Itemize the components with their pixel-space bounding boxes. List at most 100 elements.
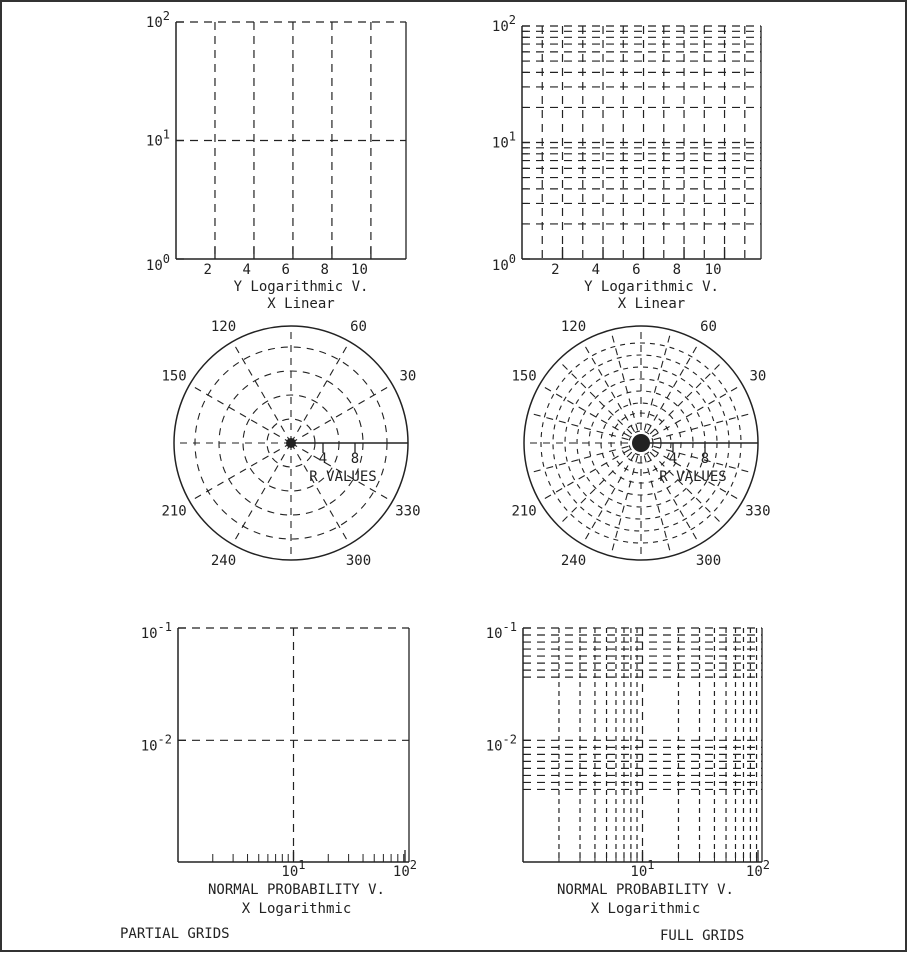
panel-polar-full: 30 60 120 150 210 240 300 330 4 8 R VALUES xyxy=(511,319,770,569)
footer-partial-grids: PARTIAL GRIDS xyxy=(120,926,230,942)
polar-spoke xyxy=(232,341,292,444)
x-tick-label: 10 xyxy=(705,262,722,278)
y-tick-label: 100 xyxy=(146,252,170,274)
polar-angle-label: 120 xyxy=(561,319,586,335)
y-tick-label-exponent: -1 xyxy=(503,620,517,634)
x-tick-label-exponent: 2 xyxy=(763,858,770,872)
polar-spoke xyxy=(527,442,642,474)
y-tick-label: 10-2 xyxy=(486,732,517,754)
polar-angle-label: 150 xyxy=(161,369,186,385)
x-tick-label-exponent: 1 xyxy=(647,858,654,872)
polar-r-axis-label: R VALUES xyxy=(659,469,726,485)
polar-spoke xyxy=(640,442,743,502)
y-tick-label-exponent: 2 xyxy=(509,13,516,27)
y-tick-label-exponent: -2 xyxy=(158,732,172,746)
polar-spoke xyxy=(640,442,700,545)
x-tick-label: 4 xyxy=(243,262,251,278)
polar-angle-label: 240 xyxy=(561,553,586,569)
polar-r-axis-label: R VALUES xyxy=(309,469,376,485)
polar-spoke xyxy=(640,384,743,444)
y-tick-label: 10-1 xyxy=(486,620,517,642)
polar-angle-label: 30 xyxy=(749,369,766,385)
polar-spoke xyxy=(557,359,642,444)
x-tick-label: 8 xyxy=(673,262,681,278)
polar-spoke xyxy=(189,384,292,444)
polar-spoke xyxy=(290,442,350,545)
x-tick-label: 8 xyxy=(320,262,328,278)
polar-angle-label: 60 xyxy=(350,319,367,335)
polar-angle-label: 30 xyxy=(399,369,416,385)
polar-spoke xyxy=(232,442,292,545)
x-tick-label-exponent: 1 xyxy=(298,858,305,872)
polar-spoke xyxy=(290,442,393,502)
polar-spoke xyxy=(640,442,755,474)
y-tick-label: 10-2 xyxy=(141,732,172,754)
polar-angle-label: 150 xyxy=(511,369,536,385)
chart-title-line-1: Y Logarithmic V. xyxy=(234,279,369,295)
polar-angle-label: 210 xyxy=(511,504,536,520)
polar-spoke xyxy=(582,442,642,545)
polar-r-label: 8 xyxy=(351,451,359,467)
polar-spoke xyxy=(640,442,672,557)
polar-angle-label: 300 xyxy=(346,553,371,569)
x-tick-label-exponent: 2 xyxy=(410,858,417,872)
polar-spoke xyxy=(640,412,755,444)
polar-spoke xyxy=(290,384,393,444)
polar-r-label: 4 xyxy=(669,451,677,467)
y-tick-label-exponent: -2 xyxy=(503,732,517,746)
y-tick-label-exponent: 2 xyxy=(163,9,170,23)
y-tick-label-exponent: 0 xyxy=(163,252,170,266)
chart-title-line-2: X Linear xyxy=(618,296,685,312)
y-tick-label-exponent: 1 xyxy=(509,130,516,144)
polar-spoke xyxy=(527,412,642,444)
polar-spoke xyxy=(557,442,642,527)
polar-r-label: 8 xyxy=(701,451,709,467)
y-tick-label-exponent: 0 xyxy=(509,252,516,266)
chart-title-line-2: X Logarithmic xyxy=(242,901,352,917)
panel-polar-partial: 30 60 120 150 210 240 300 330 4 8 R VALUES xyxy=(161,319,420,569)
polar-angle-label: 240 xyxy=(211,553,236,569)
polar-spoke xyxy=(189,442,292,502)
polar-center-dot xyxy=(632,434,650,452)
polar-angle-label: 120 xyxy=(211,319,236,335)
y-tick-label: 101 xyxy=(146,128,170,150)
y-tick-label: 100 xyxy=(492,252,516,274)
polar-angle-label: 330 xyxy=(395,504,420,520)
footer-full-grids: FULL GRIDS xyxy=(660,928,744,944)
y-tick-label: 102 xyxy=(146,9,170,31)
y-tick-label-exponent: -1 xyxy=(158,620,172,634)
polar-spoke xyxy=(610,329,642,444)
polar-center-dot xyxy=(286,438,296,448)
y-tick-label: 101 xyxy=(492,130,516,152)
y-tick-label-exponent: 1 xyxy=(163,128,170,142)
chart-title-line-2: X Linear xyxy=(267,296,334,312)
x-tick-label: 6 xyxy=(632,262,640,278)
polar-spoke xyxy=(290,341,350,444)
x-tick-label: 10 xyxy=(351,262,368,278)
polar-angle-label: 60 xyxy=(700,319,717,335)
x-tick-label: 4 xyxy=(592,262,600,278)
x-tick-label: 2 xyxy=(204,262,212,278)
polar-spoke xyxy=(640,442,725,527)
polar-spoke xyxy=(539,384,642,444)
polar-angle-label: 330 xyxy=(745,504,770,520)
chart-title-line-1: Y Logarithmic V. xyxy=(584,279,719,295)
chart-title-line-1: NORMAL PROBABILITY V. xyxy=(557,882,734,898)
polar-spoke xyxy=(640,329,672,444)
polar-r-label: 4 xyxy=(319,451,327,467)
polar-angle-label: 300 xyxy=(696,553,721,569)
y-tick-label: 102 xyxy=(492,13,516,35)
x-tick-label: 6 xyxy=(282,262,290,278)
polar-angle-label: 210 xyxy=(161,504,186,520)
polar-spoke xyxy=(640,359,725,444)
chart-title-line-2: X Logarithmic xyxy=(591,901,701,917)
polar-spoke xyxy=(582,341,642,444)
polar-spoke xyxy=(539,442,642,502)
